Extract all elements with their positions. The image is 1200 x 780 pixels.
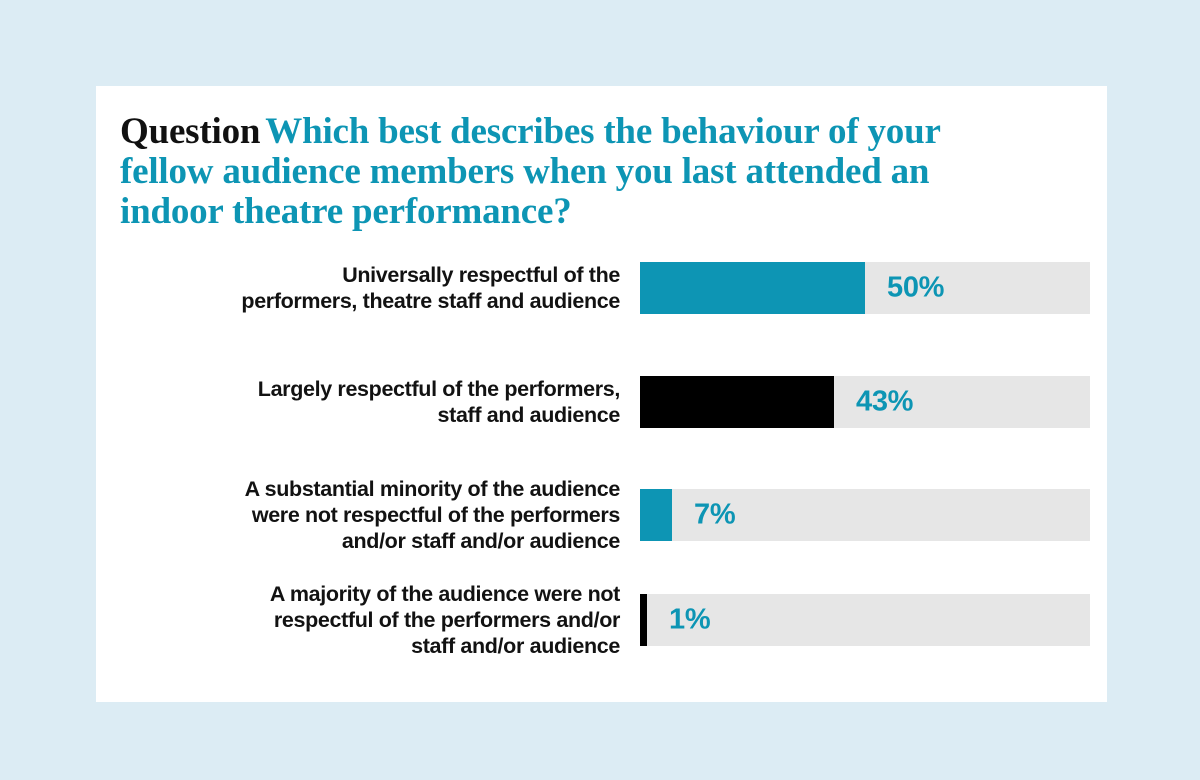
bar-category-label-line: A majority of the audience were not [269, 582, 620, 606]
chart-row: Largely respectful of the performers, sta… [96, 360, 1107, 448]
bar-category-label: Universally respectful of the performers,… [150, 262, 620, 314]
bar-category-label-line: staff and audience [437, 403, 621, 427]
question-text: Which best describes the behaviour of yo… [120, 111, 941, 232]
bar-fill [640, 376, 834, 428]
bar-category-label-line: and/or staff and/or audience [341, 529, 620, 553]
bar-category-label: A majority of the audience were not respe… [150, 581, 620, 659]
bar-track: 1% [640, 594, 1090, 646]
chart-card: Question Which best describes the behavio… [96, 86, 1107, 702]
bar-category-label-line: staff and/or audience [411, 634, 620, 658]
bar-value-label: 43% [856, 385, 914, 418]
chart-row: Universally respectful of the performers,… [96, 246, 1107, 334]
bar-value-label: 50% [887, 271, 945, 304]
bar-track: 50% [640, 262, 1090, 314]
bar-category-label-line: A substantial minority of the audience [244, 477, 621, 501]
bar-category-label: Largely respectful of the performers, sta… [150, 376, 621, 428]
bar-fill [640, 489, 672, 541]
bar-category-label-line: were not respectful of the performers [251, 503, 621, 527]
chart-row: A substantial minority of the audience we… [96, 473, 1107, 561]
bar-track: 43% [640, 376, 1090, 428]
bar-value-label: 1% [669, 603, 711, 636]
page-title: Question Which best describes the behavio… [120, 112, 950, 232]
question-label: Question [120, 111, 261, 152]
bar-category-label-line: respectful of the performers and/or [273, 608, 621, 632]
bar-fill [640, 262, 865, 314]
bar-category-label-line: performers, theatre staff and audience [241, 289, 620, 313]
bar-value-label: 7% [694, 498, 736, 531]
bar-category-label-line: Largely respectful of the performers, [257, 377, 621, 401]
chart-row: A majority of the audience were not respe… [96, 578, 1107, 666]
bar-category-label: A substantial minority of the audience we… [150, 476, 621, 554]
bar-category-label-line: Universally respectful of the [342, 263, 620, 287]
bar-fill [640, 594, 647, 646]
bar-track: 7% [640, 489, 1090, 541]
